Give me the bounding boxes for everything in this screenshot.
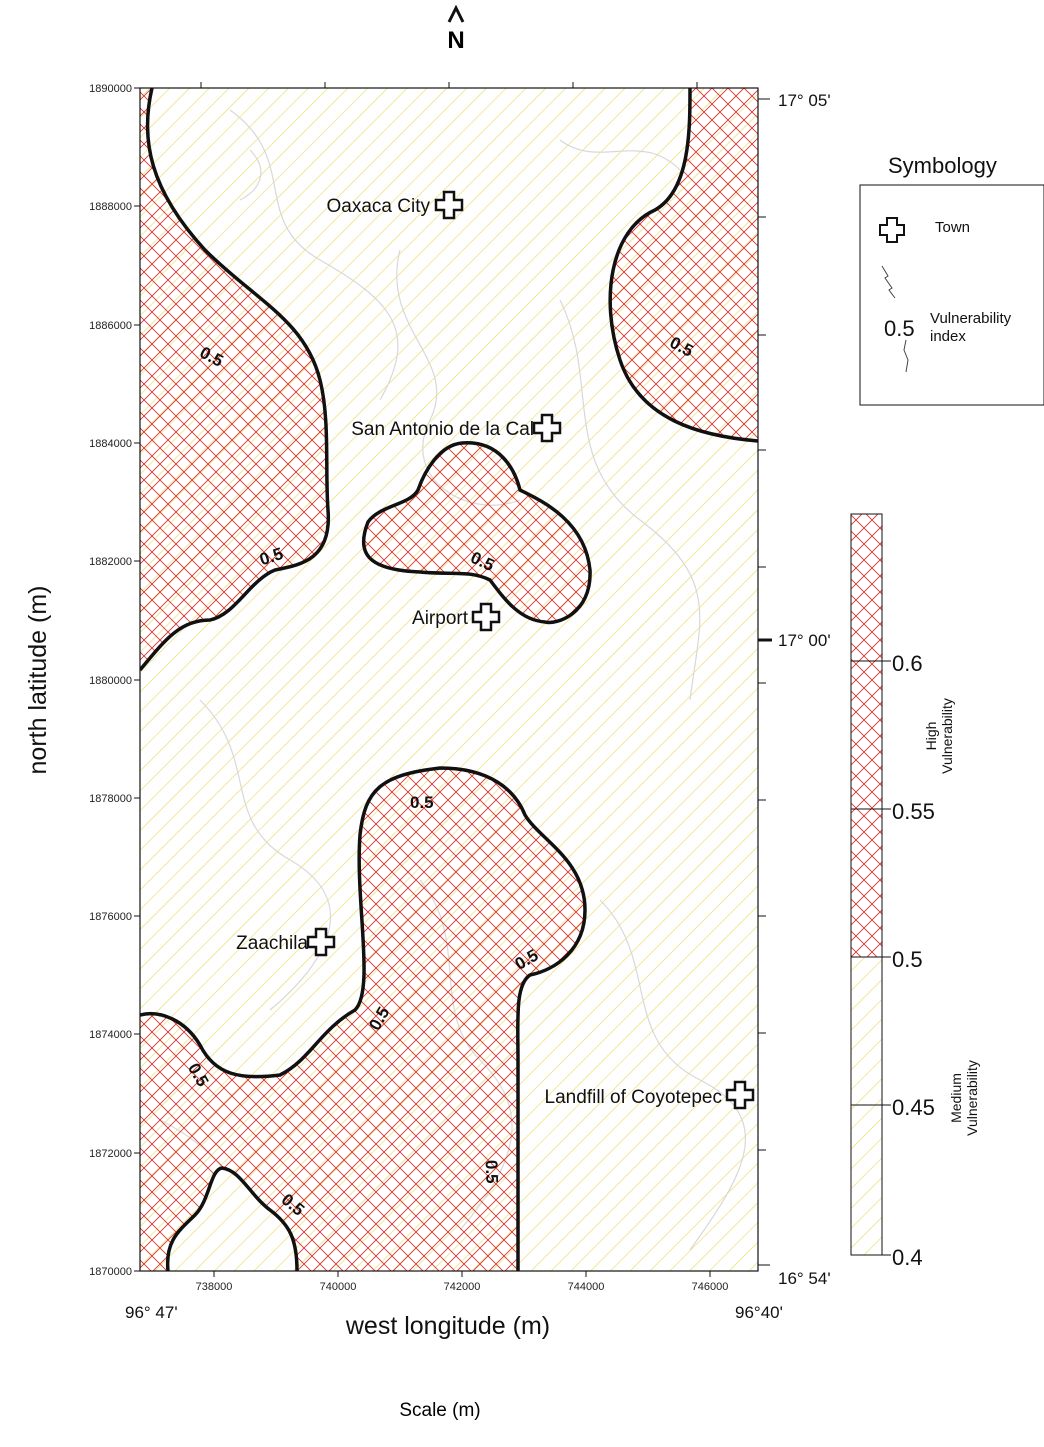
y-tick: 1888000 xyxy=(89,201,140,213)
svg-text:742000: 742000 xyxy=(444,1281,481,1293)
symbology-vulnerability-line1: Vulnerability xyxy=(930,310,1012,327)
scale-tick: 0.45 xyxy=(851,1095,935,1120)
y-tick: 1880000 xyxy=(89,675,140,687)
svg-text:1878000: 1878000 xyxy=(89,793,132,805)
contour-label: 0.5 xyxy=(410,793,434,812)
x-tick: 744000 xyxy=(568,1271,605,1293)
town-cross-icon xyxy=(471,602,501,632)
town-oaxaca-city: Oaxaca City xyxy=(327,190,464,220)
svg-text:1882000: 1882000 xyxy=(89,556,132,568)
lat-label-bottom: 16° 54' xyxy=(778,1269,831,1288)
y-tick: 1870000 xyxy=(89,1266,140,1278)
svg-text:Landfill of Coyotepec: Landfill of Coyotepec xyxy=(545,1087,722,1108)
scale-label: Scale (m) xyxy=(399,1400,480,1421)
svg-text:1886000: 1886000 xyxy=(89,320,132,332)
town-airport: Airport xyxy=(412,602,501,632)
x-tick: 746000 xyxy=(692,1271,729,1293)
svg-text:1884000: 1884000 xyxy=(89,438,132,450)
lat-label-mid: 17° 00' xyxy=(778,631,831,650)
town-landfill-of-coyotepec: Landfill of Coyotepec xyxy=(545,1080,755,1110)
vulnerability-scale: 0.6 0.55 0.5 0.45 0.4 High Vulnerability… xyxy=(850,513,980,1270)
scale-tick: 0.55 xyxy=(851,799,935,824)
svg-text:1890000: 1890000 xyxy=(89,83,132,95)
town-markers: Oaxaca City San Antonio de la Cal Airpor… xyxy=(236,190,755,1110)
svg-text:San Antonio de la Cal: San Antonio de la Cal xyxy=(351,419,534,440)
contour-line-icon xyxy=(881,265,896,299)
scale-tick: 0.6 xyxy=(851,651,923,676)
y-tick: 1872000 xyxy=(89,1148,140,1160)
town-san-antonio-de-la-cal: San Antonio de la Cal xyxy=(351,413,562,443)
town-zaachila: Zaachila xyxy=(236,927,336,957)
high-vulnerability-label-1: High xyxy=(923,722,939,751)
scale-tick: 0.4 xyxy=(882,1245,923,1270)
svg-text:738000: 738000 xyxy=(196,1281,233,1293)
symbology-contour-value: 0.5 xyxy=(884,316,915,341)
y-tick: 1884000 xyxy=(89,438,140,450)
contour-lines-0.5 xyxy=(140,88,758,1271)
svg-text:0.5: 0.5 xyxy=(892,947,923,972)
svg-text:Oaxaca City: Oaxaca City xyxy=(327,196,431,217)
y-tick: 1874000 xyxy=(89,1029,140,1041)
y-tick: 1890000 xyxy=(89,83,140,95)
x-tick: 740000 xyxy=(320,1271,357,1293)
symbology-town-label: Town xyxy=(935,219,970,236)
north-arrow-icon: N xyxy=(447,4,465,54)
svg-text:Airport: Airport xyxy=(412,608,469,629)
svg-text:1870000: 1870000 xyxy=(89,1266,132,1278)
lon-label-left: 96° 47' xyxy=(125,1303,178,1322)
svg-text:1874000: 1874000 xyxy=(89,1029,132,1041)
x-tick: 742000 xyxy=(444,1271,481,1293)
svg-text:1880000: 1880000 xyxy=(89,675,132,687)
svg-text:740000: 740000 xyxy=(320,1281,357,1293)
contour-line-icon xyxy=(903,339,909,373)
symbology-vulnerability-line2: index xyxy=(930,328,966,345)
medium-vulnerability-label-2: Vulnerability xyxy=(964,1060,980,1136)
town-cross-icon xyxy=(434,190,464,220)
y-tick: 1878000 xyxy=(89,793,140,805)
svg-text:0.4: 0.4 xyxy=(892,1245,923,1270)
svg-text:Zaachila: Zaachila xyxy=(236,933,308,954)
town-cross-icon xyxy=(306,927,336,957)
x-axis-ticks: 738000 740000 742000 744000 746000 xyxy=(196,1271,729,1293)
scale-tick: 0.5 xyxy=(851,947,923,972)
svg-text:0.55: 0.55 xyxy=(892,799,935,824)
town-cross-icon xyxy=(532,413,562,443)
lat-label-top: 17° 05' xyxy=(778,91,831,110)
svg-text:1888000: 1888000 xyxy=(89,201,132,213)
svg-text:N: N xyxy=(447,27,464,54)
svg-text:1872000: 1872000 xyxy=(89,1148,132,1160)
contour-label: 0.5 xyxy=(482,1160,502,1184)
x-tick: 738000 xyxy=(196,1271,233,1293)
y-axis-ticks: 1890000 1888000 1886000 1884000 1882000 … xyxy=(89,83,140,1278)
y-tick: 1876000 xyxy=(89,911,140,923)
high-vulnerability-label-2: Vulnerability xyxy=(939,698,955,774)
y-axis-title: north latitude (m) xyxy=(24,586,52,775)
top-ticks xyxy=(200,82,698,88)
symbology-title: Symbology xyxy=(888,153,997,178)
y-tick: 1886000 xyxy=(89,320,140,332)
symbology-legend: Symbology Town 0.5 Vulnerability index xyxy=(859,153,1044,406)
x-axis-title: west longitude (m) xyxy=(345,1312,550,1340)
lon-label-right: 96°40' xyxy=(735,1303,783,1322)
y-tick: 1882000 xyxy=(89,556,140,568)
svg-text:1876000: 1876000 xyxy=(89,911,132,923)
svg-text:0.6: 0.6 xyxy=(892,651,923,676)
right-ticks xyxy=(758,98,772,1266)
medium-vulnerability-label-1: Medium xyxy=(948,1073,964,1123)
svg-text:746000: 746000 xyxy=(692,1281,729,1293)
svg-text:0.45: 0.45 xyxy=(892,1095,935,1120)
svg-text:744000: 744000 xyxy=(568,1281,605,1293)
town-cross-icon xyxy=(725,1080,755,1110)
map-area: 0.5 0.5 0.5 0.5 0.5 0.5 0.5 0.5 0.5 0.5 xyxy=(140,88,758,1271)
town-cross-icon xyxy=(879,217,905,243)
